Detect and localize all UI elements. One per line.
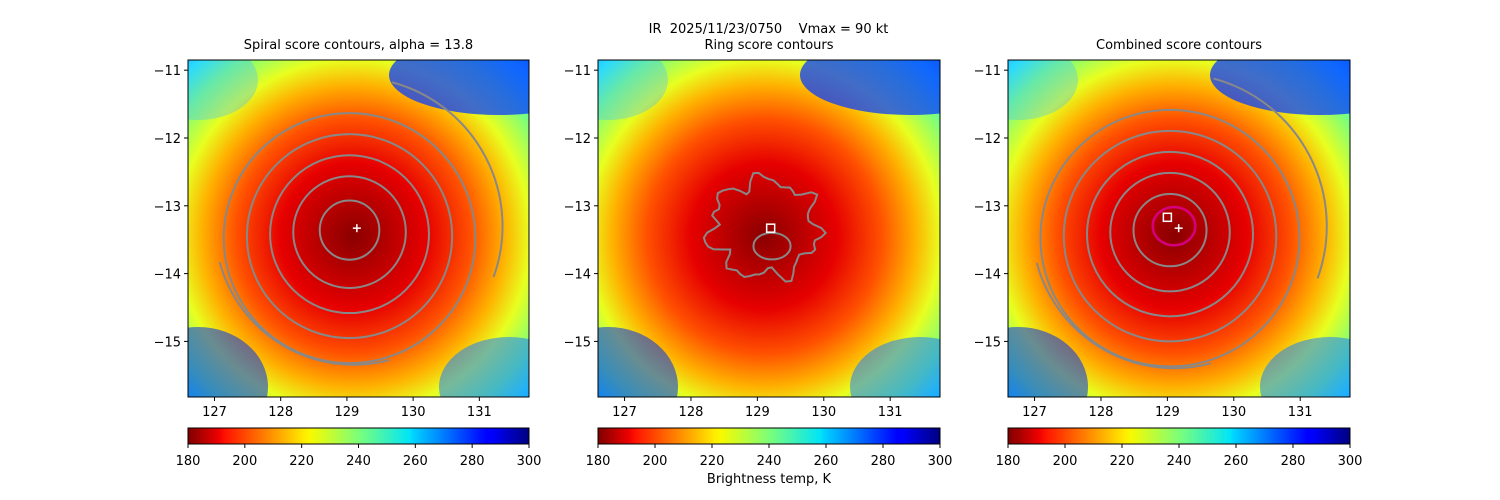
colorbar-tick-label: 220 — [700, 454, 725, 469]
panel-title-combined: Combined score contours — [1096, 38, 1262, 53]
spiral-contour — [222, 112, 477, 365]
cold-region — [188, 60, 258, 120]
center-square-marker — [1162, 212, 1173, 223]
center-plus-marker — [352, 224, 361, 233]
x-tick-label: 128 — [1089, 405, 1114, 420]
cold-region — [439, 337, 529, 397]
spiral-contour — [245, 133, 454, 340]
center-square-marker — [765, 223, 776, 233]
spiral-contour — [1086, 150, 1255, 318]
x-tick-label: 130 — [401, 405, 426, 420]
y-tick-label: −13 — [974, 200, 1001, 215]
panel-title-spiral: Spiral score contours, alpha = 13.8 — [243, 38, 474, 53]
y-tick-label: −12 — [564, 132, 591, 147]
spiral-contour — [1109, 171, 1231, 293]
figure-suptitle: IR 2025/11/23/0750 Vmax = 90 kt — [648, 22, 889, 37]
map-panel-3 — [1008, 60, 1350, 397]
colorbar-tick-label: 240 — [757, 454, 782, 469]
x-tick-label: 131 — [467, 405, 492, 420]
colorbar-tick-label: 200 — [1053, 454, 1078, 469]
y-tick-label: −15 — [974, 335, 1001, 350]
cold-region — [1008, 60, 1078, 120]
x-tick-label: 127 — [202, 405, 227, 420]
y-tick-label: −14 — [974, 268, 1001, 283]
colorbar-tick-label: 200 — [232, 454, 257, 469]
spiral-contour — [318, 199, 381, 261]
colorbar-tick-label: 260 — [814, 454, 839, 469]
x-tick-label: 129 — [745, 405, 770, 420]
colorbar-tick-label: 280 — [1281, 454, 1306, 469]
y-tick-label: −13 — [564, 200, 591, 215]
colorbar-tick-label: 180 — [176, 454, 201, 469]
x-tick-label: 129 — [334, 405, 359, 420]
x-tick-label: 127 — [1022, 405, 1047, 420]
brightness-temp-field — [598, 60, 940, 397]
spiral-arm-contour — [1035, 262, 1212, 370]
y-tick-label: −12 — [974, 132, 1001, 147]
colorbar-tick-label: 300 — [517, 454, 542, 469]
y-tick-label: −14 — [564, 268, 591, 283]
x-tick-label: 130 — [811, 405, 836, 420]
map-panel-2 — [598, 60, 940, 397]
axes-frame — [597, 59, 941, 398]
colorbar-tick-label: 260 — [403, 454, 428, 469]
x-tick-label: 127 — [612, 405, 637, 420]
y-tick-label: −11 — [564, 64, 591, 79]
x-tick-label: 130 — [1221, 405, 1246, 420]
spiral-contour — [269, 154, 430, 315]
y-tick-label: −14 — [154, 268, 181, 283]
colorbar-label: Brightness temp, K — [706, 472, 832, 487]
colorbar-tick-label: 300 — [928, 454, 953, 469]
x-tick-label: 128 — [679, 405, 704, 420]
colorbar-tick-label: 280 — [460, 454, 485, 469]
cold-region — [800, 60, 940, 115]
map-panel-1 — [188, 60, 529, 397]
cold-region — [1008, 327, 1088, 397]
spiral-contour — [1039, 108, 1301, 368]
cold-region — [1210, 60, 1350, 115]
y-tick-label: −11 — [974, 64, 1001, 79]
y-tick-label: −15 — [154, 335, 181, 350]
panel-title-ring: Ring score contours — [704, 38, 834, 53]
colorbar — [187, 427, 530, 445]
colorbar-tick-label: 220 — [289, 454, 314, 469]
spiral-arm-contour — [1213, 77, 1328, 279]
cold-region — [389, 60, 529, 115]
spiral-contour — [1132, 192, 1208, 268]
colorbar — [1007, 427, 1351, 445]
x-tick-label: 131 — [1288, 405, 1313, 420]
spiral-contour — [1062, 129, 1278, 343]
x-tick-label: 131 — [878, 405, 903, 420]
colorbar-tick-label: 240 — [346, 454, 371, 469]
x-tick-label: 128 — [268, 405, 293, 420]
spiral-contour — [292, 175, 407, 290]
cold-region — [598, 60, 668, 120]
spiral-arm-contour — [218, 261, 390, 366]
axes-frame — [1007, 59, 1351, 398]
ring-contour — [702, 171, 828, 283]
colorbar-tick-label: 240 — [1167, 454, 1192, 469]
x-tick-label: 129 — [1155, 405, 1180, 420]
cold-region — [850, 337, 940, 397]
cold-region — [188, 327, 268, 397]
best-ring-circle — [1151, 205, 1197, 247]
y-tick-label: −13 — [154, 200, 181, 215]
y-tick-label: −12 — [154, 132, 181, 147]
colorbar-tick-label: 220 — [1110, 454, 1135, 469]
axes-frame — [187, 59, 530, 398]
colorbar-tick-label: 180 — [996, 454, 1021, 469]
cold-region — [1260, 337, 1350, 397]
spiral-arm-contour — [391, 81, 504, 278]
colorbar — [597, 427, 941, 445]
colorbar-tick-label: 200 — [643, 454, 668, 469]
y-tick-label: −11 — [154, 64, 181, 79]
colorbar-tick-label: 300 — [1338, 454, 1363, 469]
center-plus-marker — [1174, 224, 1183, 233]
colorbar-tick-label: 280 — [871, 454, 896, 469]
cold-region — [598, 327, 678, 397]
colorbar-tick-label: 260 — [1224, 454, 1249, 469]
colorbar-tick-label: 180 — [586, 454, 611, 469]
y-tick-label: −15 — [564, 335, 591, 350]
